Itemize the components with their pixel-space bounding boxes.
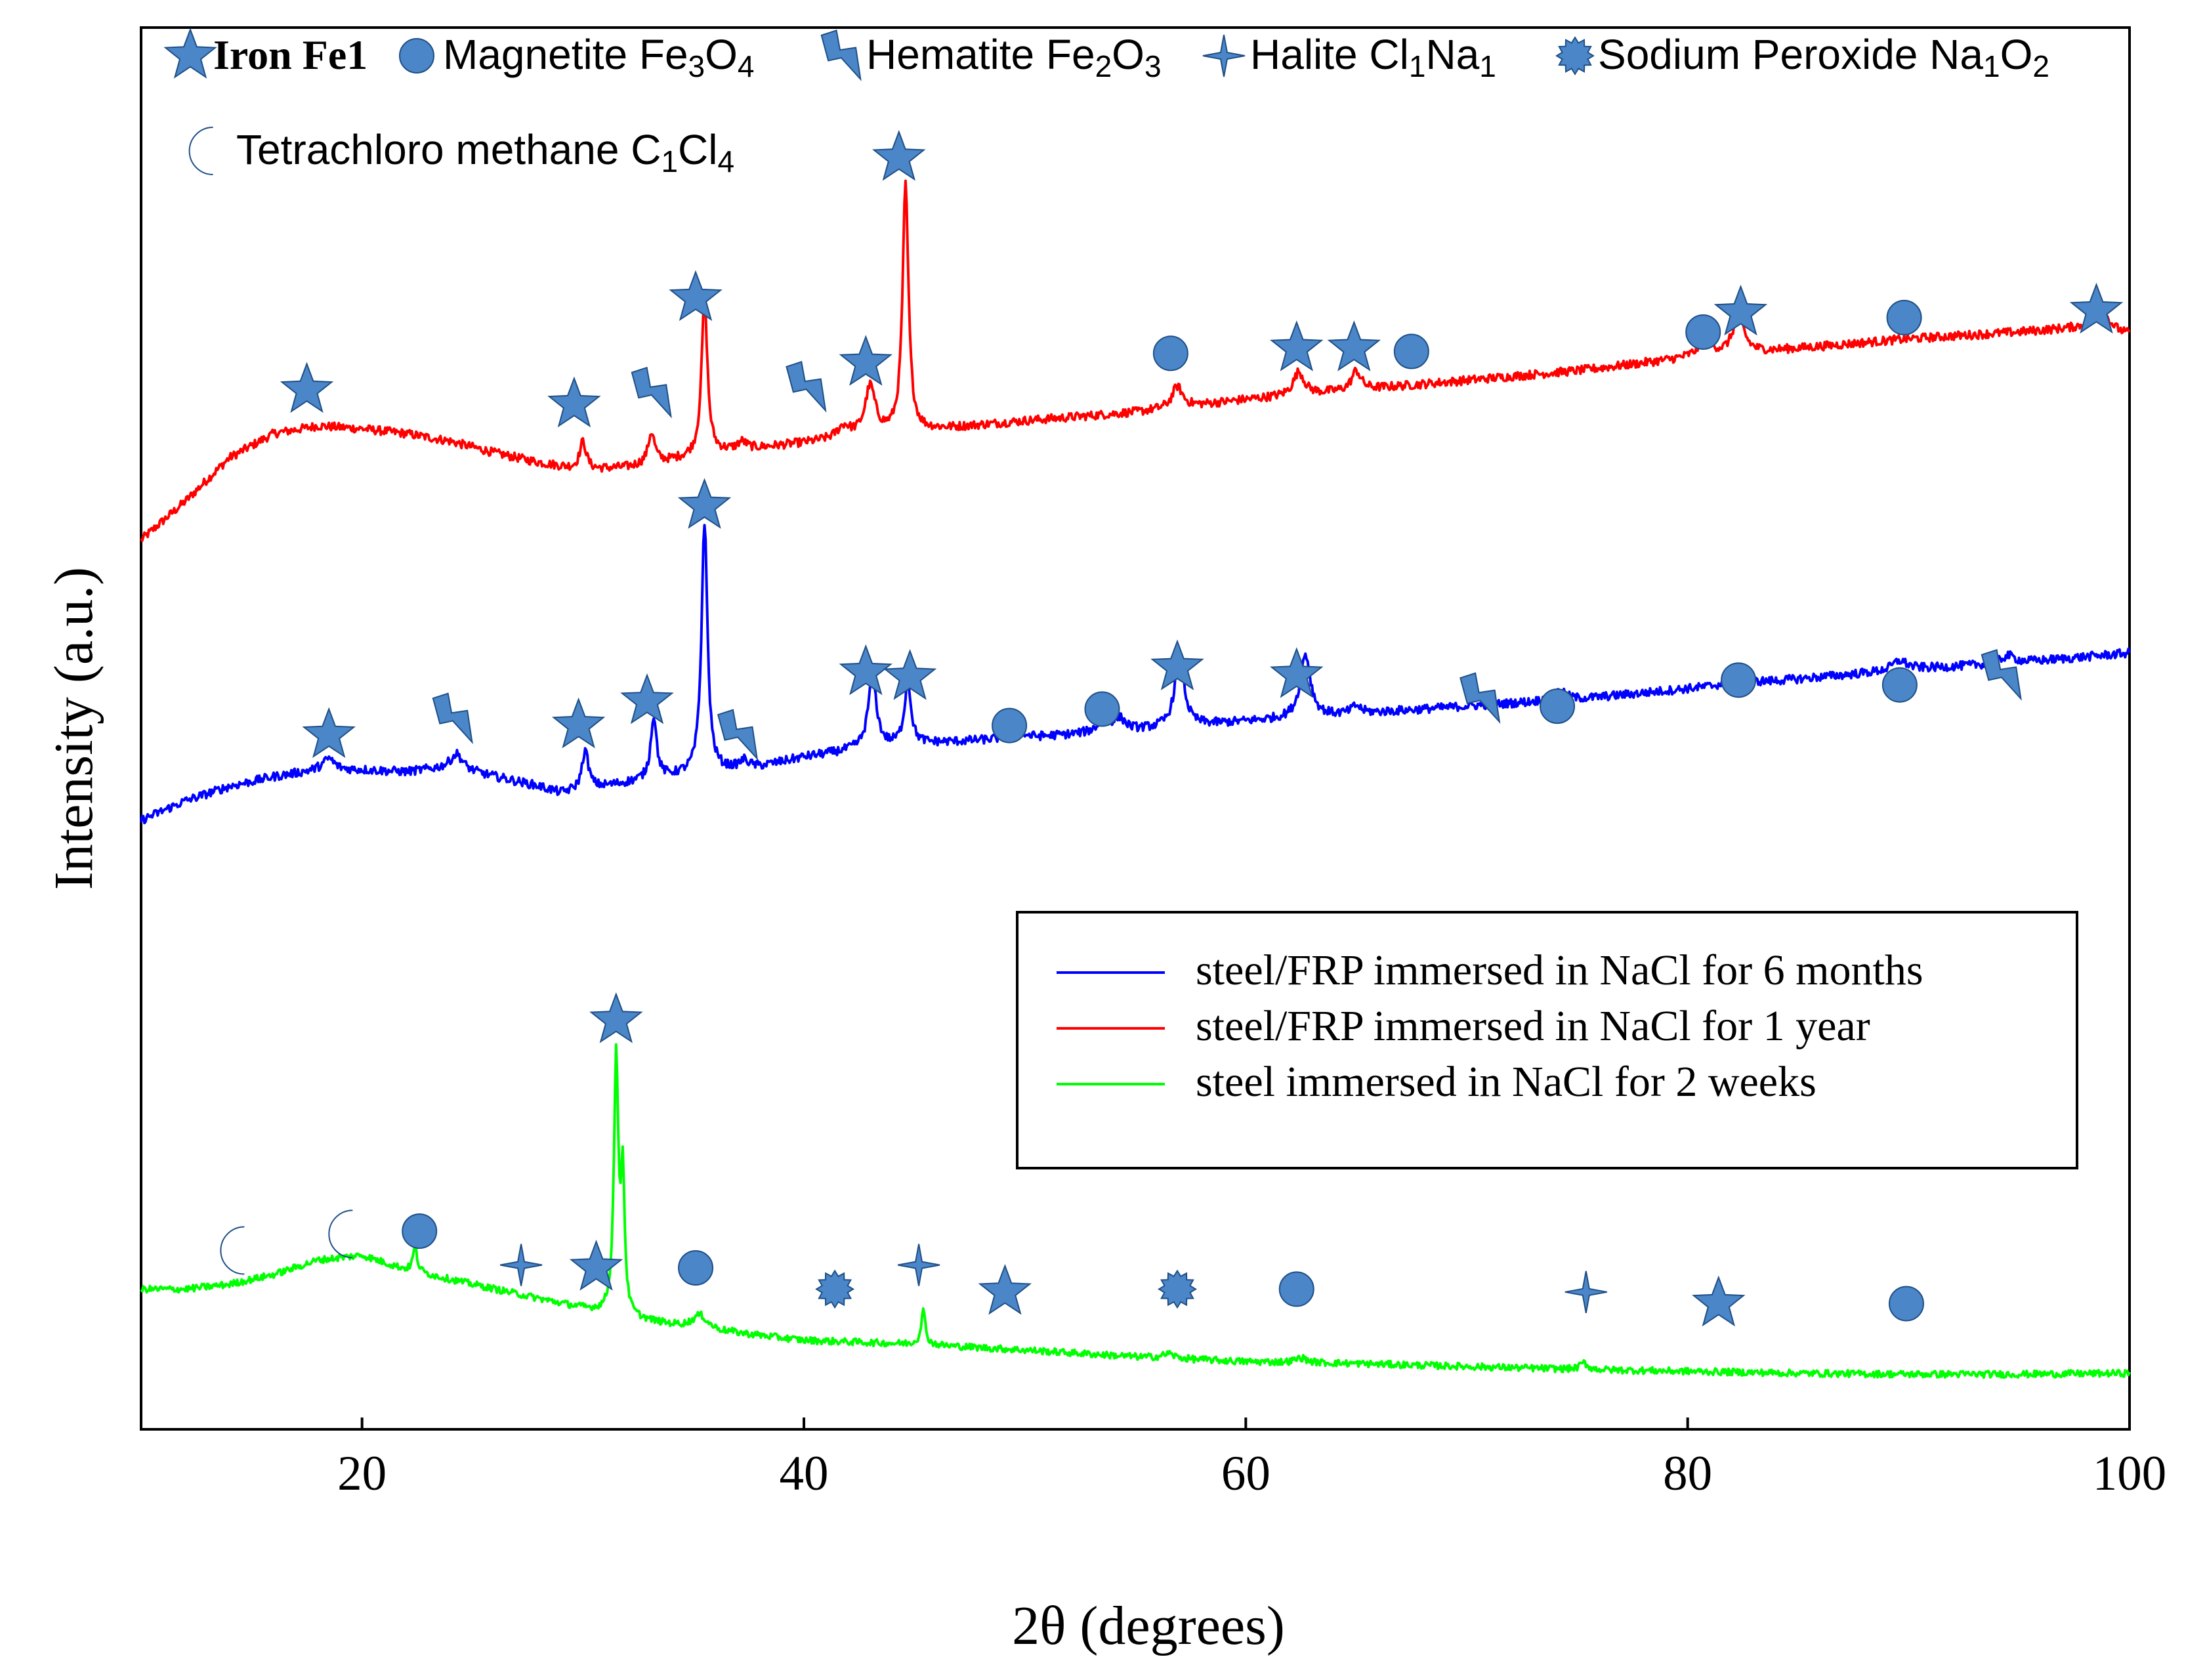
star-icon xyxy=(2069,282,2124,334)
star-icon xyxy=(669,270,723,322)
circle-icon xyxy=(1721,662,1757,698)
sparkle-icon xyxy=(897,1244,940,1286)
phase-legend-item-halite-cl1na1: Halite Cl1​Na1​ xyxy=(1202,31,1496,83)
markers-steel-frp-immersed-in-nacl-for-1-year xyxy=(280,130,2124,428)
star-icon xyxy=(569,1240,623,1291)
phase-legend-item-magnetite-fe3o4: Magnetite Fe3​O4​ xyxy=(399,31,755,83)
star-icon xyxy=(1713,284,1768,336)
circle-icon xyxy=(1881,667,1918,703)
series-line-steel-immersed-in-nacl-for-2-weeks xyxy=(140,1043,2131,1379)
burst-icon xyxy=(1555,36,1595,75)
star-icon xyxy=(1269,320,1324,371)
star-icon xyxy=(620,673,674,724)
phase-legend-label: Sodium Peroxide Na1​O2​ xyxy=(1598,31,2049,83)
axes: 2θ (degrees) Intensity (a.u.) 20 40 60 80 10… xyxy=(43,567,2166,1656)
bolt-icon xyxy=(631,366,672,419)
star-icon xyxy=(589,992,643,1043)
star-icon xyxy=(978,1263,1032,1315)
phase-legend-item-hematite-fe2o3: Hematite Fe2​O3​ xyxy=(820,30,1162,83)
x-tick-label-20: 20 xyxy=(337,1446,387,1501)
star-icon xyxy=(302,707,356,759)
legend-label: steel immersed in NaCl for 2 weeks xyxy=(1196,1058,1816,1106)
phase-legend-label: Magnetite Fe3​O4​ xyxy=(443,31,755,83)
phase-legend-item-tetrachloro-methane-c1cl4: Tetrachloro methane C1​Cl4​ xyxy=(188,126,734,178)
circle-icon xyxy=(1393,333,1429,369)
bolt-icon xyxy=(1460,672,1501,724)
star-icon xyxy=(163,28,217,79)
star-icon xyxy=(551,697,606,749)
circle-icon xyxy=(1888,1286,1924,1322)
star-icon xyxy=(872,130,926,181)
moon-icon xyxy=(328,1209,353,1259)
circle-icon xyxy=(1152,335,1188,371)
phase-legend-item-iron-fe1: Iron Fe1 xyxy=(163,28,368,79)
series-legend-box xyxy=(1016,911,2078,1169)
star-icon xyxy=(547,376,601,428)
sparkle-icon xyxy=(499,1244,543,1286)
bolt-icon xyxy=(820,30,862,81)
series-legend: steel/FRP immersed in NaCl for 6 months s… xyxy=(1016,911,2078,1169)
circle-icon xyxy=(1886,299,1922,335)
legend-label: steel/FRP immersed in NaCl for 6 months xyxy=(1196,946,1923,994)
star-icon xyxy=(677,478,732,529)
sparkle-icon xyxy=(1202,34,1246,77)
series-line-steel-frp-immersed-in-nacl-for-1-year xyxy=(140,179,2131,542)
bolt-icon xyxy=(1981,649,2022,701)
series-layer xyxy=(140,179,2131,1379)
star-icon xyxy=(883,649,937,700)
circle-icon xyxy=(1685,314,1721,350)
burst-icon xyxy=(815,1269,855,1309)
circle-icon xyxy=(1540,688,1576,724)
series-legend-item-steel-immersed-in-nacl-for-2-weeks: steel immersed in NaCl for 2 weeks xyxy=(1057,1058,1816,1106)
bolt-icon xyxy=(432,692,473,745)
series-line-steel-frp-immersed-in-nacl-for-6-months xyxy=(140,524,2131,825)
series-legend-item-steel-frp-immersed-in-nacl-for-1-year: steel/FRP immersed in NaCl for 1 year xyxy=(1057,1002,1870,1050)
plot-frame xyxy=(140,26,2131,1431)
star-icon xyxy=(1269,647,1324,698)
phase-legend-label: Tetrachloro methane C1​Cl4​ xyxy=(236,126,734,178)
moon-icon xyxy=(220,1226,245,1275)
circle-icon xyxy=(992,707,1028,744)
circle-icon xyxy=(402,1213,438,1250)
x-axis-title: 2θ (degrees) xyxy=(1012,1595,1285,1656)
markers-steel-immersed-in-nacl-for-2-weeks xyxy=(220,992,1924,1327)
x-tick-label-80: 80 xyxy=(1663,1446,1712,1501)
phase-legend: Iron Fe1 Magnetite Fe3​O4​ Hematite Fe2​O3… xyxy=(163,28,2049,178)
circle-icon xyxy=(1278,1271,1314,1307)
plot-area-border xyxy=(140,26,2131,1431)
bolt-icon xyxy=(717,709,759,761)
series-legend-item-steel-frp-immersed-in-nacl-for-6-months: steel/FRP immersed in NaCl for 6 months xyxy=(1057,946,1923,994)
bolt-icon xyxy=(786,361,827,413)
phase-markers xyxy=(220,130,2124,1327)
phase-legend-label: Hematite Fe2​O3​ xyxy=(866,31,1162,83)
star-icon xyxy=(1692,1275,1746,1327)
sparkle-icon xyxy=(1564,1270,1607,1313)
x-tick-label-40: 40 xyxy=(780,1446,829,1501)
circle-icon xyxy=(678,1250,714,1286)
phase-legend-label: Halite Cl1​Na1​ xyxy=(1250,31,1496,83)
legend-label: steel/FRP immersed in NaCl for 1 year xyxy=(1196,1002,1870,1050)
x-tick-label-100: 100 xyxy=(2093,1446,2167,1501)
star-icon xyxy=(1327,320,1381,371)
burst-icon xyxy=(1158,1269,1197,1309)
star-icon xyxy=(280,362,334,413)
circle-icon xyxy=(1084,691,1120,727)
star-icon xyxy=(839,335,893,386)
phase-legend-label: Iron Fe1 xyxy=(213,32,368,78)
star-icon xyxy=(1150,639,1204,690)
markers-steel-frp-immersed-in-nacl-for-6-months xyxy=(302,478,2022,761)
x-tick-label-60: 60 xyxy=(1221,1446,1270,1501)
y-axis-title: Intensity (a.u.) xyxy=(43,567,104,890)
circle-icon xyxy=(399,38,434,74)
phase-legend-item-sodium-peroxide-na1o2: Sodium Peroxide Na1​O2​ xyxy=(1555,31,2049,83)
moon-icon xyxy=(188,127,213,175)
star-icon xyxy=(839,644,893,696)
